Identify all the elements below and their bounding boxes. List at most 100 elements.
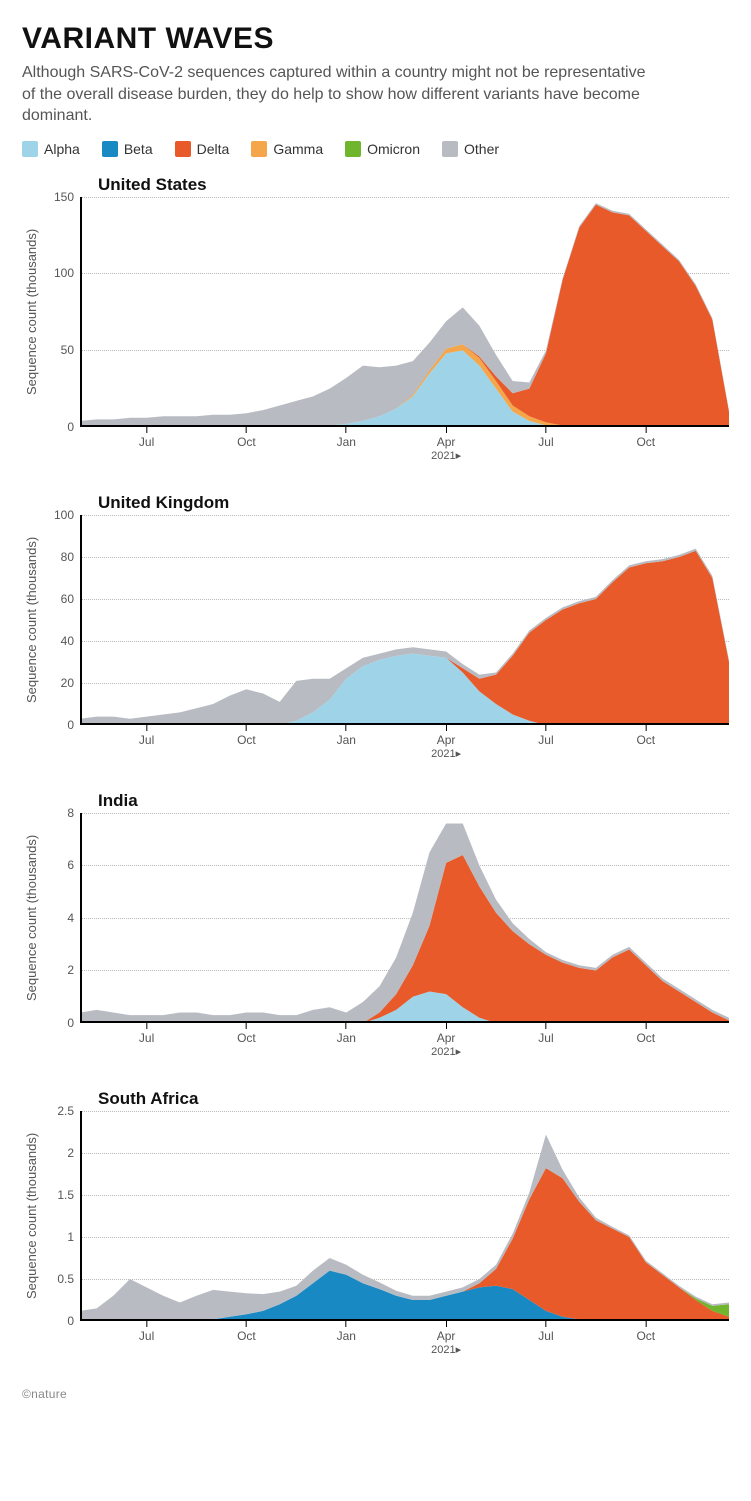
y-axis: 020406080100 [40,515,80,725]
panel-title: South Africa [98,1089,729,1109]
y-tick-label: 0 [67,420,74,434]
y-axis-line [80,515,82,725]
x-tick: Jul [538,725,553,747]
x-axis: Jul Oct Jan Apr2021▸ Jul Oct [80,1321,729,1361]
y-tick-label: 100 [54,266,74,280]
plot-area [80,515,729,725]
x-tick-label: Apr [431,1329,461,1343]
x-tick: Oct [636,1023,655,1045]
panel-title: United Kingdom [98,493,729,513]
x-tick: Jan [337,427,356,449]
legend-label: Other [464,141,499,157]
legend-swatch-gamma [251,141,267,157]
x-tick: Apr2021▸ [431,1321,461,1356]
x-tick-mark [645,1321,646,1327]
x-tick-label: Oct [636,733,655,747]
x-tick: Jul [139,725,154,747]
panel-title: United States [98,175,729,195]
y-axis-label: Sequence count (thousands) [22,813,40,1023]
legend-label: Gamma [273,141,323,157]
x-tick-label: Apr [431,435,461,449]
y-tick-label: 20 [61,676,74,690]
x-tick: Jul [538,1321,553,1343]
x-tick: Oct [237,725,256,747]
legend-label: Delta [197,141,230,157]
x-tick-label: Oct [636,1031,655,1045]
x-tick-mark [446,427,447,433]
x-tick-mark [645,427,646,433]
source-credit: ©nature [22,1387,729,1401]
panel-india: IndiaSequence count (thousands)02468JulO… [22,791,729,1063]
panel-title: India [98,791,729,811]
x-tick-label: Oct [237,733,256,747]
x-tick-mark [346,1023,347,1029]
x-tick-label: Jul [538,435,553,449]
legend-swatch-delta [175,141,191,157]
x-tick-sublabel: 2021▸ [431,747,461,760]
x-tick: Jan [337,1321,356,1343]
y-tick-label: 150 [54,190,74,204]
x-tick-label: Apr [431,733,461,747]
x-tick-label: Jan [337,733,356,747]
y-tick-label: 2 [67,1146,74,1160]
x-tick-mark [545,1321,546,1327]
y-tick-label: 60 [61,592,74,606]
x-tick: Jul [139,1321,154,1343]
x-tick-label: Jul [139,1031,154,1045]
legend-label: Beta [124,141,153,157]
y-axis-line [80,1111,82,1321]
x-tick-mark [545,1023,546,1029]
y-tick-label: 1 [67,1230,74,1244]
panel-united-states: United States Sequence count (thousands) 0… [22,175,729,467]
y-tick-label: 1.5 [57,1188,74,1202]
y-tick-label: 50 [61,343,74,357]
y-axis-line [80,813,82,1023]
x-tick-mark [446,1023,447,1029]
y-tick-label: 0 [67,1016,74,1030]
x-tick: Oct [237,1023,256,1045]
y-tick-label: 8 [67,806,74,820]
y-tick-label: 100 [54,508,74,522]
x-tick-mark [645,1023,646,1029]
x-tick-mark [246,1023,247,1029]
x-tick-mark [246,427,247,433]
y-axis-label: Sequence count (thousands) [22,1111,40,1321]
x-tick-mark [346,427,347,433]
x-tick-label: Jan [337,1329,356,1343]
x-tick: Jul [538,1023,553,1045]
x-axis: Jul Oct Jan Apr2021▸ Jul Oct [80,1023,729,1063]
x-tick-mark [446,725,447,731]
legend-swatch-other [442,141,458,157]
x-tick-mark [645,725,646,731]
x-tick-label: Jan [337,435,356,449]
legend: Alpha Beta Delta Gamma Omicron Other [22,141,729,157]
legend-item-omicron: Omicron [345,141,420,157]
legend-label: Alpha [44,141,80,157]
x-tick-mark [346,725,347,731]
x-tick: Jan [337,1023,356,1045]
x-tick-sublabel: 2021▸ [431,1045,461,1058]
x-axis: Jul Oct Jan Apr2021▸ Jul Oct [80,725,729,765]
y-tick-label: 2.5 [57,1104,74,1118]
y-axis-label: Sequence count (thousands) [22,515,40,725]
y-axis: 050100150 [40,197,80,427]
x-tick-label: Oct [237,1329,256,1343]
x-tick-sublabel: 2021▸ [431,449,461,462]
plot-area [80,1111,729,1321]
x-tick: Apr2021▸ [431,427,461,462]
x-tick-label: Jul [139,1329,154,1343]
x-tick: Jul [139,1023,154,1045]
y-tick-label: 80 [61,550,74,564]
legend-swatch-omicron [345,141,361,157]
y-tick-label: 6 [67,858,74,872]
x-tick-label: Apr [431,1031,461,1045]
x-tick-mark [446,1321,447,1327]
x-tick-mark [246,725,247,731]
y-axis: 02468 [40,813,80,1023]
x-tick: Oct [636,1321,655,1343]
chart-subtitle: Although SARS-CoV-2 sequences captured w… [22,62,662,127]
x-tick: Apr2021▸ [431,725,461,760]
y-tick-label: 4 [67,911,74,925]
y-axis-label: Sequence count (thousands) [22,197,40,427]
x-tick-label: Jul [538,1031,553,1045]
